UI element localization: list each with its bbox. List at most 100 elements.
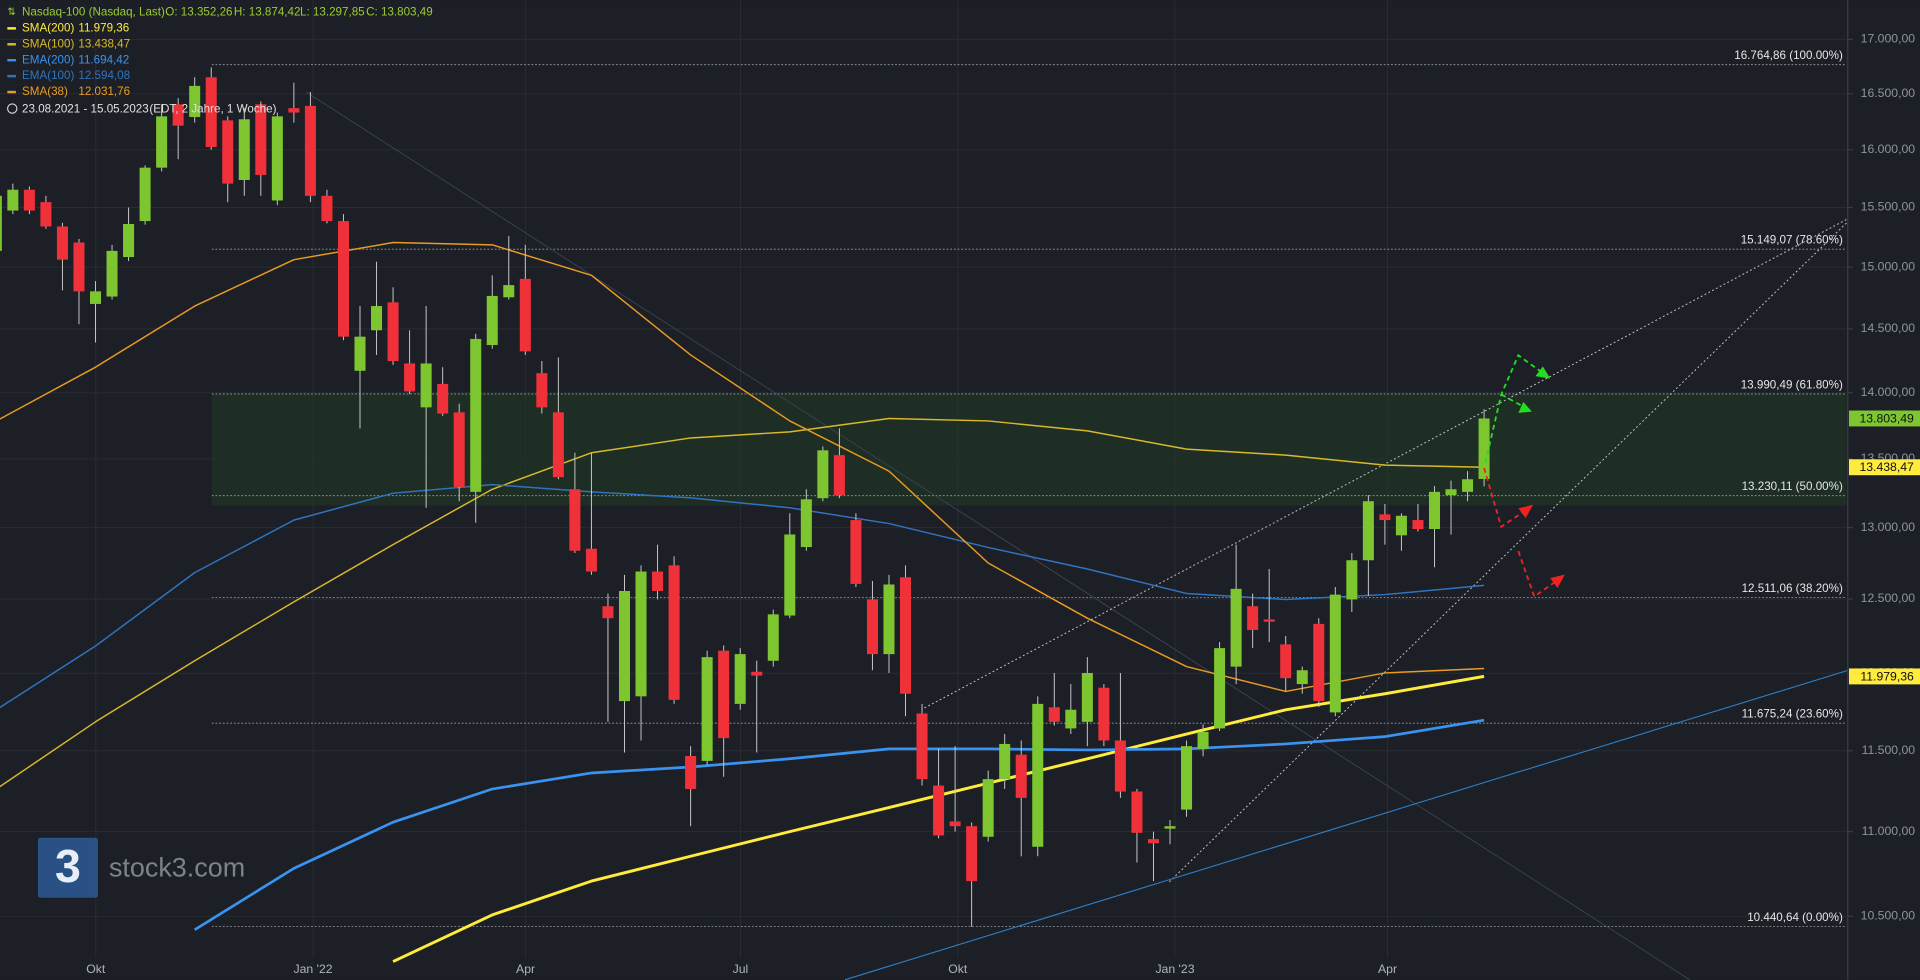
watermark: 3 stock3.com <box>37 837 245 898</box>
candle-body <box>585 548 597 572</box>
candle-body <box>900 577 912 694</box>
fib-label: 16.764,86 (100.00%) <box>1734 49 1843 62</box>
candle-body <box>685 755 697 789</box>
arrow-down <box>1483 467 1528 529</box>
y-tick-label: 16.500,00 <box>1861 86 1916 100</box>
indicator-line <box>0 417 1485 788</box>
x-tick-label: Apr <box>516 962 535 976</box>
candle-body <box>1147 839 1159 844</box>
candle-body <box>536 373 548 408</box>
y-tick-label: 10.500,00 <box>1861 909 1916 923</box>
candle-body <box>255 104 267 175</box>
candle-body <box>718 650 730 739</box>
candles <box>0 67 1490 927</box>
candle-body <box>139 167 151 222</box>
legend-value: 12.594,08 <box>78 69 130 82</box>
candle-body <box>387 302 399 362</box>
candle-body <box>1263 619 1275 622</box>
fib-label: 10.440,64 (0.00%) <box>1747 911 1843 924</box>
candle-body <box>470 338 482 492</box>
candle-body <box>1081 672 1093 722</box>
candle-body <box>1280 644 1292 679</box>
candle-body <box>933 785 945 836</box>
candle-body <box>1329 594 1341 713</box>
candle-body <box>1313 623 1325 702</box>
y-tick-label: 15.500,00 <box>1861 200 1916 214</box>
instrument-title: Nasdaq-100 (Nasdaq, Last) <box>22 6 165 19</box>
legend-value: 11.694,42 <box>78 53 129 66</box>
candle-body <box>1478 418 1490 479</box>
candle-body <box>635 571 647 697</box>
candle-body <box>800 499 812 548</box>
logo-box <box>37 837 98 898</box>
candle-body <box>701 657 713 761</box>
price-tag <box>1848 668 1920 685</box>
legend-name: EMA(200) <box>22 53 74 66</box>
candle-body <box>271 116 283 201</box>
candle-body <box>222 120 234 184</box>
candle-body <box>486 295 498 346</box>
ohlc-open: O: 13.352,26 <box>165 6 232 19</box>
candle-body <box>40 202 52 227</box>
price-tag <box>1848 459 1920 476</box>
y-tick-label: 15.000,00 <box>1861 259 1916 273</box>
candle-body <box>1048 707 1060 722</box>
candle-body <box>23 189 35 211</box>
x-tick-label: Jul <box>733 962 749 976</box>
y-tick-label: 11.500,00 <box>1862 743 1916 757</box>
candle-body <box>1214 648 1226 729</box>
trendline <box>1169 220 1850 883</box>
candle-body <box>916 713 928 780</box>
watermark-text: stock3.com <box>109 853 245 883</box>
fib-label: 15.149,07 (78.60%) <box>1741 234 1843 247</box>
arrow-up <box>1500 393 1527 409</box>
y-tick-label: 14.500,00 <box>1861 321 1916 335</box>
candle-body <box>453 412 465 487</box>
y-tick-label: 14.000,00 <box>1861 385 1916 399</box>
fib-label: 12.511,06 (38.20%) <box>1742 582 1843 595</box>
candle-body <box>1131 791 1143 833</box>
candle-body <box>949 821 961 827</box>
y-tick-label: 16.000,00 <box>1861 142 1916 156</box>
fib-label: 13.230,11 (50.00%) <box>1742 480 1843 493</box>
candle-body <box>106 250 118 297</box>
candle-body <box>883 584 895 655</box>
candle-body <box>73 242 85 292</box>
candle-body <box>1428 491 1440 530</box>
y-tick-label: 17.000,00 <box>1861 32 1916 46</box>
candle-body <box>503 285 515 298</box>
arrowhead <box>1518 401 1532 413</box>
price-axis <box>1847 0 1920 980</box>
arrowhead <box>1535 366 1551 379</box>
candle-body <box>1296 670 1308 685</box>
candle-body <box>205 77 217 147</box>
candle-body <box>189 85 201 118</box>
candle-body <box>668 565 680 700</box>
candle-body <box>1098 687 1110 741</box>
candle-body <box>288 108 300 113</box>
candle-body <box>1395 515 1407 536</box>
logo-text: 3 <box>55 840 81 892</box>
candle-body <box>371 306 383 331</box>
x-tick-label: Okt <box>948 962 968 976</box>
candle-body <box>172 104 184 126</box>
legend-value: 11.979,36 <box>78 21 129 34</box>
candle-body <box>652 571 664 592</box>
trendlines <box>305 91 1850 980</box>
candle-body <box>1032 703 1044 847</box>
fib-levels: 16.764,86 (100.00%) 15.149,07 (78.60%) 13.… <box>211 49 1847 928</box>
candle-body <box>767 614 779 661</box>
scenario-arrows <box>1483 353 1565 598</box>
candle-body <box>1114 740 1126 792</box>
candle-body <box>999 743 1011 780</box>
axes: 10.500,0011.000,0011.500,0012.000,0012.5… <box>86 32 1920 976</box>
candle-body <box>321 195 333 222</box>
candle-body <box>618 591 630 702</box>
price-tag-label: 11.979,36 <box>1860 669 1914 683</box>
x-tick-label: Jan '23 <box>1155 962 1194 976</box>
candle-body <box>1230 588 1242 667</box>
price-tag-label: 13.803,49 <box>1859 411 1914 425</box>
candle-body <box>238 119 250 181</box>
